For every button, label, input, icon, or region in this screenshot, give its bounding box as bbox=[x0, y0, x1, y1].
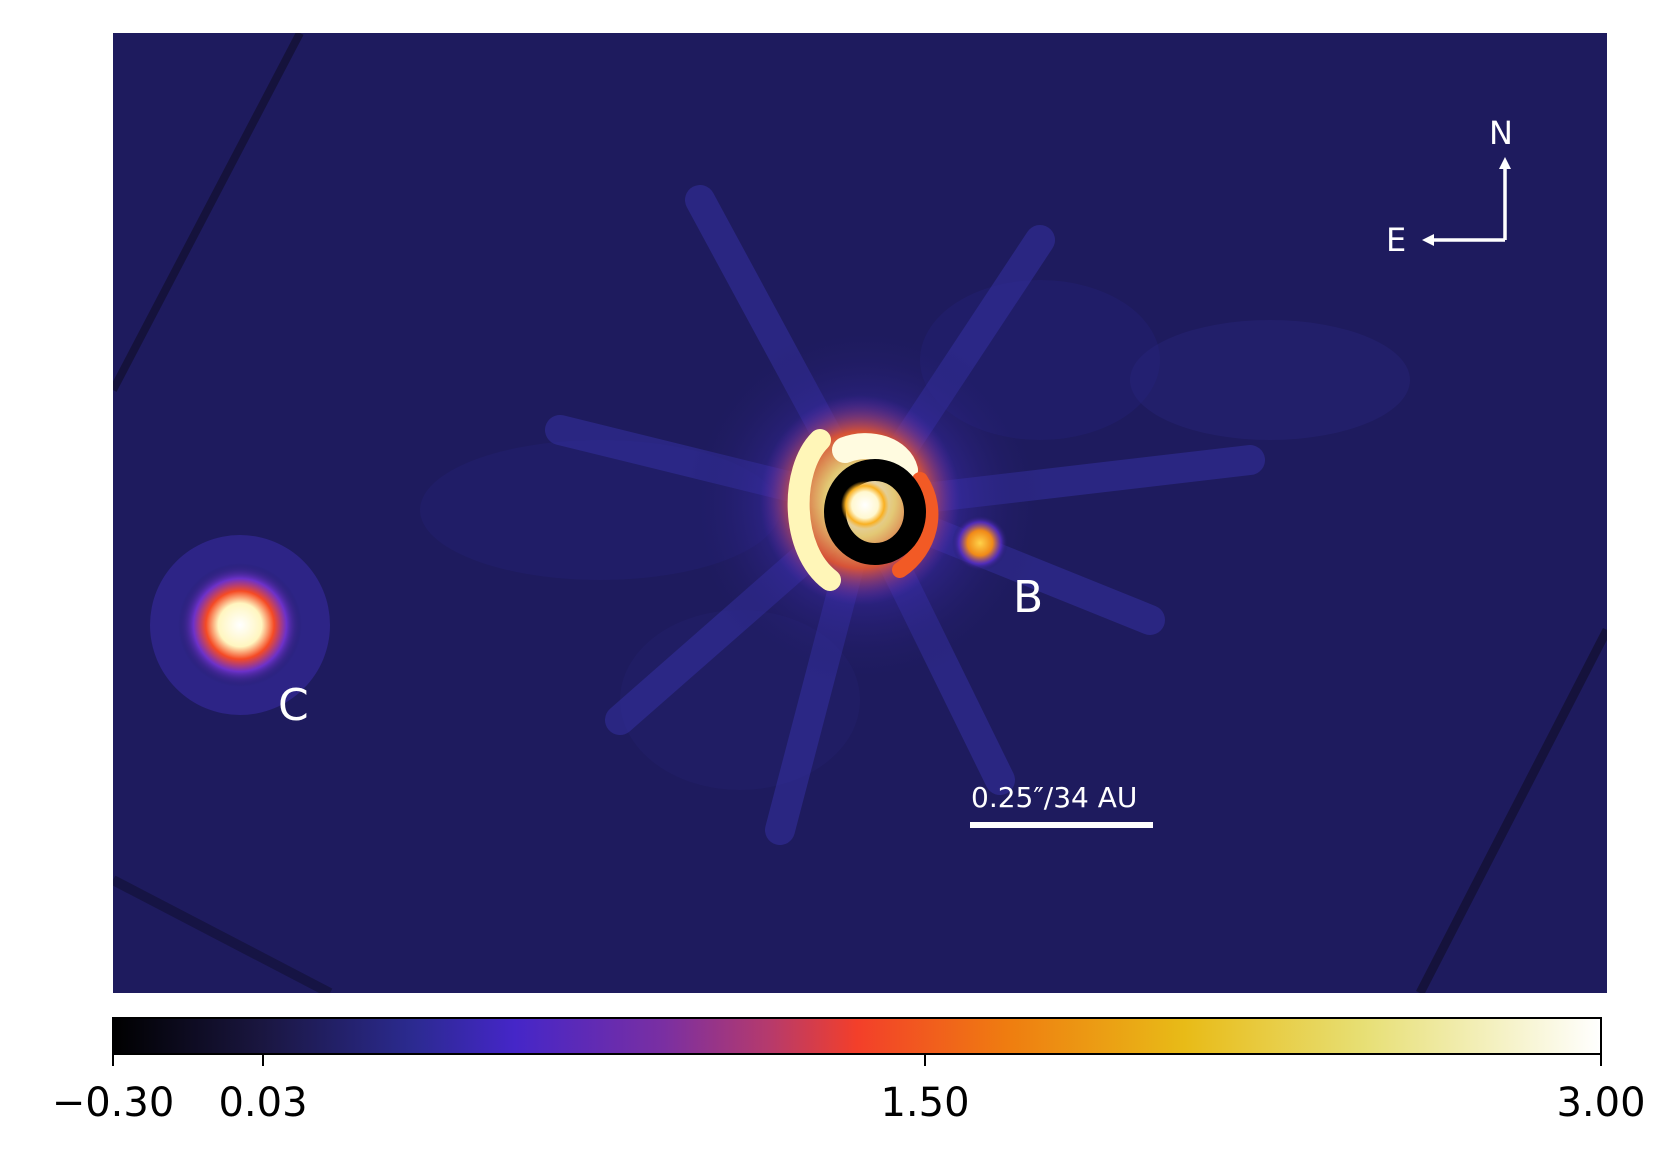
east-arrow-icon bbox=[1422, 234, 1434, 246]
north-arrow-icon bbox=[1499, 157, 1511, 169]
colorbar-tick-label: 1.50 bbox=[880, 1080, 970, 1126]
companion-b bbox=[952, 515, 1008, 571]
scale-bar bbox=[970, 822, 1153, 828]
colorbar-tick-label: 3.00 bbox=[1556, 1080, 1646, 1126]
colorbar-tick-label: 0.03 bbox=[218, 1080, 308, 1126]
label-scale-bar: 0.25″/34 AU bbox=[971, 781, 1138, 814]
label-north: N bbox=[1489, 114, 1513, 152]
label-companion-c: C bbox=[278, 680, 309, 731]
label-east: E bbox=[1386, 221, 1407, 259]
companion-c bbox=[178, 563, 302, 687]
label-companion-b: B bbox=[1013, 572, 1044, 623]
colorbar bbox=[112, 1017, 1602, 1066]
colorbar-tick-label: −0.30 bbox=[51, 1080, 175, 1126]
compass bbox=[1430, 165, 1507, 242]
central-star-residuals bbox=[760, 395, 960, 605]
image-panel bbox=[113, 33, 1607, 993]
central-star-core bbox=[841, 481, 889, 529]
